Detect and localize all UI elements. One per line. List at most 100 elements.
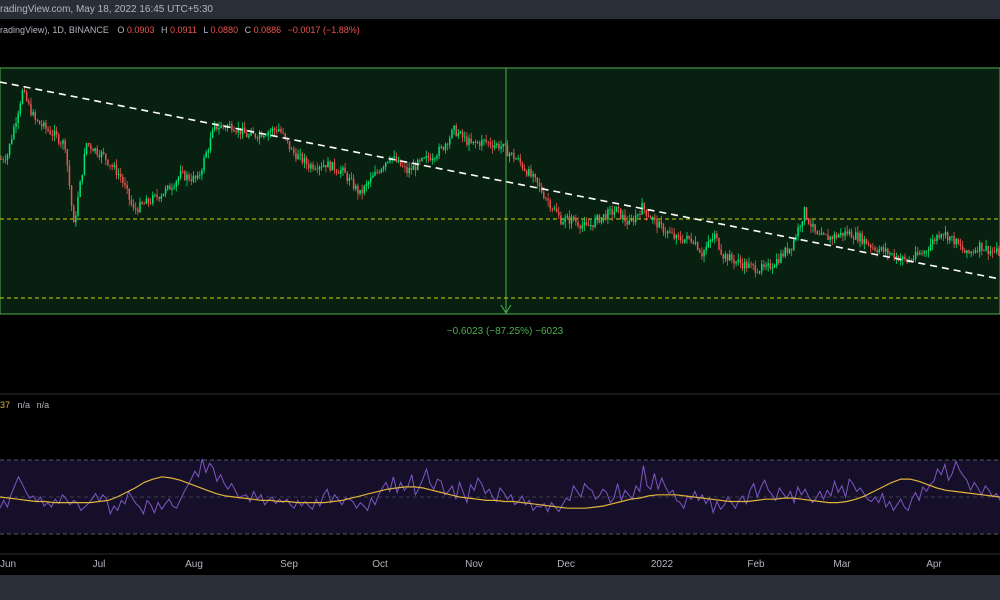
candle-body: [795, 236, 797, 240]
candle-body: [463, 136, 466, 138]
candle-body: [758, 271, 761, 273]
candle-body: [536, 177, 539, 183]
candle-body: [451, 129, 453, 138]
candle-body: [250, 131, 252, 136]
candle-body: [728, 254, 731, 261]
candle-body: [21, 90, 24, 104]
candle-body: [333, 162, 336, 171]
candle-body: [679, 236, 682, 241]
candle-body: [320, 166, 323, 168]
candle-body: [686, 235, 688, 240]
candle-body: [100, 151, 103, 158]
candle-body: [961, 245, 964, 251]
legend-h-value: 0.0911: [170, 25, 197, 35]
candle-body: [111, 165, 113, 167]
candle-body: [566, 216, 569, 218]
candle-body: [30, 103, 32, 116]
candle-body: [944, 232, 947, 236]
candle-body: [632, 219, 635, 223]
candle-body: [261, 133, 263, 137]
candle-body: [532, 174, 534, 177]
candle-body: [75, 215, 77, 223]
candle-body: [282, 132, 284, 134]
candle-body: [519, 158, 522, 163]
candle-body: [94, 148, 96, 152]
candle-body: [859, 233, 861, 242]
candle-body: [583, 222, 586, 226]
candle-body: [799, 226, 801, 228]
candle-body: [515, 158, 517, 160]
candle-body: [196, 175, 199, 179]
candle-body: [637, 214, 639, 216]
candle-body: [769, 263, 772, 269]
chart-canvas[interactable]: −0.6023 (−87.25%) −6023 radingView), 1D,…: [0, 19, 1000, 575]
candle-body: [350, 177, 353, 179]
range-measure-box[interactable]: [0, 67, 1000, 315]
candle-body: [256, 137, 259, 139]
candle-body: [53, 130, 56, 136]
candle-body: [891, 253, 893, 255]
candle-body: [797, 227, 799, 237]
candle-body: [412, 165, 415, 170]
candle-body: [504, 143, 507, 146]
candle-body: [893, 253, 895, 259]
candle-body: [575, 220, 577, 222]
trendline-resistance[interactable]: [0, 81, 1000, 280]
candle-body: [128, 188, 131, 200]
candle-body: [568, 216, 571, 224]
candle-body: [122, 176, 124, 184]
candle-body: [68, 165, 71, 186]
candle-body: [778, 259, 780, 263]
candle-body: [649, 216, 652, 219]
candle-body: [399, 159, 402, 166]
candle-body: [28, 100, 30, 104]
candle-body: [726, 254, 729, 261]
candle-body: [876, 250, 878, 253]
candle-body: [290, 148, 293, 150]
candle-body: [782, 253, 784, 257]
candle-body: [186, 174, 188, 181]
candle-body: [297, 154, 299, 160]
candle-body: [553, 208, 556, 210]
candle-body: [974, 250, 977, 253]
candle-body: [724, 254, 727, 259]
candle-body: [177, 177, 180, 182]
candle-body: [269, 131, 272, 133]
candle-body: [384, 162, 387, 167]
candle-body: [45, 122, 47, 129]
range-measure-label: −0.6023 (−87.25%) −6023: [447, 326, 564, 337]
candle-body: [431, 158, 434, 161]
candle-body: [344, 167, 346, 174]
candle-body: [139, 201, 141, 213]
candle-body: [936, 235, 938, 241]
candle-body: [192, 175, 195, 182]
candle-body: [761, 264, 763, 272]
candle-body: [874, 247, 876, 251]
candle-body: [36, 119, 39, 121]
candle-body: [160, 195, 163, 199]
candle-body: [560, 215, 562, 225]
candle-body: [581, 225, 584, 229]
candle-body: [579, 225, 581, 229]
rsi-ma-line: [0, 476, 1000, 509]
candle-body: [173, 186, 175, 189]
candle-body: [105, 153, 107, 160]
candle-body: [81, 174, 84, 182]
candle-body: [615, 206, 618, 212]
candle-body: [376, 171, 378, 173]
candle-body: [359, 189, 361, 194]
candle-body: [0, 159, 2, 160]
candle-body: [222, 125, 225, 127]
candle-body: [425, 155, 428, 158]
candle-body: [865, 239, 868, 245]
candle-body: [666, 231, 669, 234]
candle-body: [718, 238, 720, 250]
candle-body: [752, 264, 754, 266]
time-axis[interactable]: Jun Jul Aug Sep Oct Nov Dec 2022 Feb Mar Apr: [0, 559, 942, 570]
legend-h-label: H: [161, 25, 168, 35]
candle-body: [438, 146, 440, 156]
legend-o-label: O: [117, 25, 124, 35]
candlestick-series: [0, 87, 1000, 278]
candle-body: [534, 174, 537, 178]
candle-body: [570, 216, 573, 224]
